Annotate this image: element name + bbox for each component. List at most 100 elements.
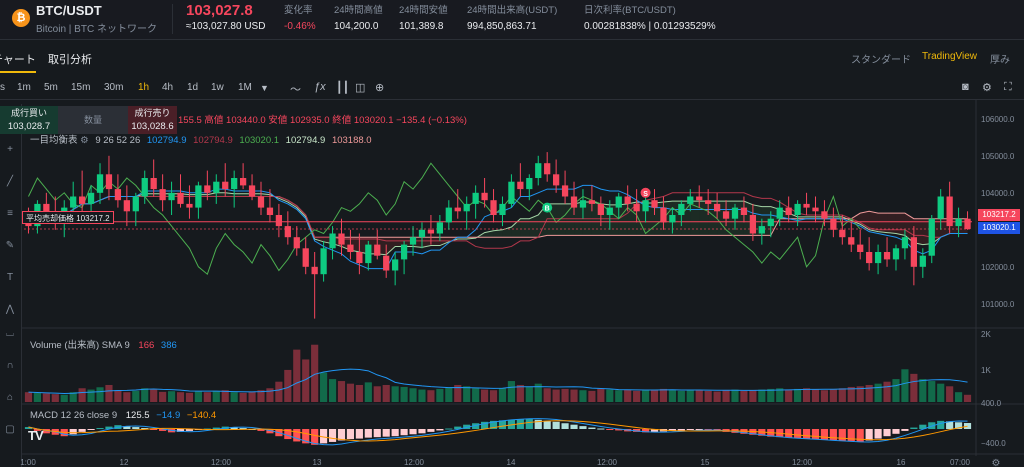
time-tick-label: 15 (701, 458, 710, 467)
market-sell-button[interactable]: 成行売り 103,028.6 (128, 106, 177, 134)
candle-type-icon[interactable]: ┃┃ (336, 82, 350, 94)
candle (490, 200, 497, 215)
candle (669, 215, 676, 223)
candle (284, 226, 291, 238)
tab-depth[interactable]: 厚み (990, 55, 1010, 66)
macd-bar (633, 429, 641, 432)
interval-1M[interactable]: 1M (238, 82, 252, 93)
magnet-icon[interactable]: ∩ (6, 360, 14, 371)
volume-value: 166 (138, 340, 155, 351)
cloud-segment (878, 213, 888, 233)
ichimoku-legend[interactable]: 一目均衡表 ⚙ 9 26 52 26 102794.9 102794.9 103… (30, 132, 372, 146)
candle (687, 196, 694, 204)
interval-30m[interactable]: 30m (104, 82, 124, 93)
candle (239, 178, 247, 186)
volume-bar (221, 390, 229, 402)
price-axis: 106000.0105000.0104000.0103000.0102000.0… (981, 115, 1015, 448)
volume-bar (489, 390, 498, 402)
lock-icon[interactable]: ⌂ (6, 392, 14, 403)
volume-bar (185, 392, 194, 402)
macd-histogram-value: 125.5 (125, 410, 150, 421)
volume-tick-label: 1K (981, 366, 991, 375)
pattern-icon[interactable]: ⋀ (5, 304, 15, 315)
candle (347, 244, 354, 252)
volume-bar (302, 359, 310, 402)
candle (481, 192, 488, 201)
candle (651, 200, 658, 208)
candle (311, 266, 318, 275)
macd-legend[interactable]: MACD 12 26 close 9 125.5 −14.9 −140.4 (30, 410, 216, 421)
settings-icon[interactable]: ⚙ (80, 135, 89, 146)
volume-bar (400, 386, 408, 402)
candle (857, 244, 864, 252)
indicator-icon[interactable]: 〜 (290, 84, 301, 96)
volume-bar (132, 390, 140, 402)
interval-1m[interactable]: 1m (17, 82, 31, 93)
tab-chart[interactable]: チャート (0, 51, 36, 73)
fx-icon[interactable]: ƒx (314, 81, 326, 93)
drawing-toolbar: + ╱ ≡ ✎ T ⋀ ⌴ ∩ ⌂ ▢ (0, 104, 22, 467)
interval-1d[interactable]: 1d (187, 82, 199, 93)
stat-label[interactable]: 日次利率(BTC/USDT) (584, 5, 676, 16)
crosshair-icon[interactable]: + (7, 144, 13, 155)
quick-order-box: 成行買い 103,028.7 数量 成行売り 103,028.6 (0, 106, 177, 134)
macd-bar (472, 423, 480, 429)
volume-bar (328, 379, 337, 402)
quantity-field[interactable]: 数量 (58, 106, 128, 134)
volume-legend[interactable]: Volume (出来高) SMA 9 166 386 (30, 337, 177, 351)
sell-price: 103,028.6 (131, 121, 174, 132)
interval-1w[interactable]: 1w (211, 82, 224, 93)
template-icon[interactable]: ◫ (355, 82, 366, 94)
interval-1h[interactable]: 1h (138, 82, 150, 93)
volume-bar (69, 392, 77, 402)
pair-title[interactable]: BTC/USDT (36, 3, 102, 18)
volume-bar (552, 389, 560, 402)
volume-bar (364, 382, 372, 402)
macd-line (28, 418, 968, 446)
ruler-icon[interactable]: ⌴ (6, 328, 14, 339)
caret-down-icon[interactable]: ▼ (260, 83, 269, 93)
stat-value: 994,850,863.71 (467, 21, 537, 32)
trendline-icon[interactable]: ╱ (6, 176, 14, 187)
candle (293, 237, 300, 249)
base-line (28, 192, 968, 249)
settings-icon[interactable]: ⚙ (982, 82, 992, 94)
volume-bar (373, 386, 381, 402)
macd-bar (346, 429, 355, 440)
coin-name[interactable]: Bitcoin (36, 24, 67, 35)
macd-bar (963, 423, 972, 429)
tab-standard[interactable]: スタンダード (851, 55, 911, 66)
volume-sma-value: 386 (160, 340, 177, 351)
trash-icon[interactable]: ▢ (5, 424, 15, 435)
macd-bar (570, 424, 578, 429)
tab-tradingview[interactable]: TradingView (922, 51, 978, 62)
price-tick-label: 106000.0 (981, 115, 1015, 124)
fullscreen-icon[interactable]: ⛶ (1004, 81, 1012, 93)
price-chart[interactable]: BS 106000.0105000.0104000.0103000.010200… (0, 100, 1024, 467)
macd-bar (820, 429, 829, 440)
fib-icon[interactable]: ≡ (7, 208, 13, 219)
volume-bar (686, 389, 694, 402)
market-buy-button[interactable]: 成行買い 103,028.7 (0, 106, 58, 134)
network-name[interactable]: BTC ネットワーク (74, 24, 157, 35)
last-price: 103,027.8 (186, 2, 253, 19)
volume-bar (579, 390, 587, 402)
camera-icon[interactable]: ◙ (962, 81, 969, 93)
macd-bar (695, 429, 703, 430)
interval-5m[interactable]: 5m (44, 82, 58, 93)
add-icon[interactable]: ⊕ (375, 82, 385, 94)
candle (928, 218, 935, 256)
ohlc-legend: 155.5 高値 103440.0 安値 102935.0 終値 103020.… (178, 115, 467, 126)
text-tool-icon[interactable]: T (6, 272, 14, 283)
divider (172, 4, 173, 34)
interval-15m[interactable]: 15m (71, 82, 91, 93)
brush-icon[interactable]: ✎ (5, 240, 15, 251)
interval-4h[interactable]: 4h (162, 82, 174, 93)
candle (749, 215, 757, 234)
candle (472, 192, 479, 204)
volume-bar (320, 372, 328, 402)
tab-trade-analysis[interactable]: 取引分析 (48, 54, 92, 66)
conversion-line (28, 184, 968, 270)
candle (418, 229, 426, 238)
interval-s[interactable]: s (0, 82, 5, 93)
